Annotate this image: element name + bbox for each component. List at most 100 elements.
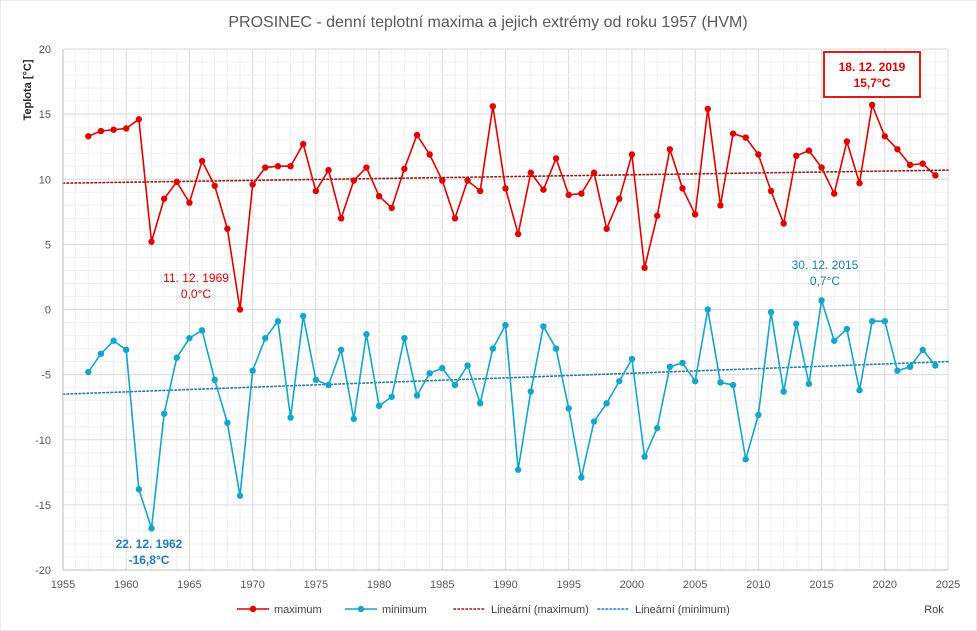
data-point-minimum bbox=[654, 424, 661, 432]
data-point-minimum bbox=[805, 380, 813, 387]
data-point-maximum bbox=[742, 134, 749, 141]
data-point-maximum bbox=[906, 161, 914, 169]
annotation-value: 0,0°C bbox=[181, 287, 211, 301]
data-point-maximum bbox=[691, 211, 699, 218]
data-point-maximum bbox=[628, 151, 636, 158]
data-point-minimum bbox=[565, 405, 572, 412]
data-point-minimum bbox=[793, 320, 800, 328]
trend-lines bbox=[62, 169, 949, 395]
x-tick-label: 1970 bbox=[240, 579, 264, 591]
data-point-minimum bbox=[148, 525, 155, 532]
data-point-minimum bbox=[97, 350, 105, 357]
annotation-max1969: 11. 12. 1969 0,0°C bbox=[163, 271, 229, 301]
data-point-minimum bbox=[350, 415, 357, 423]
data-point-minimum bbox=[489, 345, 497, 352]
data-point-maximum bbox=[186, 199, 193, 206]
y-tick-label: 10 bbox=[39, 174, 51, 186]
data-point-maximum bbox=[224, 225, 231, 232]
data-point-maximum bbox=[160, 195, 168, 202]
series-line-minimum bbox=[87, 299, 936, 530]
legend-item: minimum bbox=[345, 604, 427, 616]
data-point-minimum bbox=[123, 346, 130, 354]
data-point-maximum bbox=[312, 187, 320, 195]
data-point-maximum bbox=[868, 101, 876, 109]
data-point-maximum bbox=[262, 164, 269, 171]
data-point-minimum bbox=[224, 419, 231, 427]
data-point-maximum bbox=[527, 169, 534, 176]
chart-title: PROSINEC - denní teplotní maxima a jejic… bbox=[228, 14, 747, 31]
x-axis-label: Rok bbox=[924, 604, 944, 616]
data-point-minimum bbox=[868, 318, 876, 325]
legend-item: maximum bbox=[237, 604, 322, 616]
data-point-minimum bbox=[325, 381, 332, 389]
data-point-maximum bbox=[894, 146, 901, 153]
y-tick-label: 20 bbox=[39, 44, 51, 56]
data-point-minimum bbox=[514, 466, 522, 473]
data-point-minimum bbox=[679, 359, 686, 367]
data-point-minimum bbox=[856, 387, 863, 394]
data-point-minimum bbox=[831, 337, 838, 344]
data-point-minimum bbox=[742, 456, 749, 463]
data-point-maximum bbox=[767, 187, 775, 195]
data-point-maximum bbox=[856, 179, 863, 187]
y-tick-label: -20 bbox=[35, 565, 51, 577]
data-point-minimum bbox=[135, 486, 143, 493]
data-series bbox=[85, 101, 939, 532]
data-point-maximum bbox=[717, 202, 724, 209]
data-point-maximum bbox=[818, 164, 825, 171]
data-point-minimum bbox=[198, 327, 206, 334]
data-point-minimum bbox=[932, 362, 939, 369]
x-tick-label: 1995 bbox=[556, 579, 580, 591]
data-point-minimum bbox=[464, 362, 471, 369]
data-point-minimum bbox=[691, 377, 699, 385]
data-point-minimum bbox=[919, 346, 926, 354]
grid bbox=[62, 48, 949, 571]
annotation-min2015: 30. 12. 2015 0,7°C bbox=[792, 258, 859, 288]
x-tick-label: 1985 bbox=[430, 579, 454, 591]
legend-label: Lineární (maximum) bbox=[491, 604, 589, 616]
x-tick-label: 2025 bbox=[936, 579, 960, 591]
data-point-minimum bbox=[110, 337, 117, 344]
data-point-maximum bbox=[287, 163, 294, 170]
trend-line-minimum bbox=[62, 360, 949, 395]
data-point-maximum bbox=[805, 147, 813, 154]
data-point-maximum bbox=[578, 190, 585, 197]
data-point-maximum bbox=[540, 186, 547, 193]
legend-marker bbox=[357, 605, 365, 613]
data-point-maximum bbox=[325, 166, 332, 174]
data-point-maximum bbox=[337, 215, 345, 222]
data-point-minimum bbox=[641, 453, 648, 460]
x-tick-label: 2005 bbox=[683, 579, 707, 591]
data-point-maximum bbox=[881, 133, 888, 140]
x-tick-label: 2000 bbox=[620, 579, 644, 591]
annotation-date: 30. 12. 2015 bbox=[792, 258, 859, 272]
y-tick-label: -15 bbox=[35, 500, 51, 512]
data-point-maximum bbox=[123, 125, 130, 132]
legend-item: Lineární (minimum) bbox=[597, 604, 730, 616]
data-point-maximum bbox=[755, 151, 762, 158]
data-point-minimum bbox=[337, 346, 345, 354]
data-point-maximum bbox=[590, 169, 598, 176]
data-point-maximum bbox=[565, 191, 572, 199]
y-tick-label: 15 bbox=[39, 109, 51, 121]
data-point-minimum bbox=[363, 331, 370, 338]
data-point-maximum bbox=[85, 133, 92, 140]
data-point-maximum bbox=[401, 165, 408, 173]
data-point-minimum bbox=[236, 492, 244, 499]
legend-marker bbox=[249, 605, 257, 613]
data-point-maximum bbox=[211, 182, 218, 189]
data-point-maximum bbox=[110, 126, 117, 133]
annotations: 18. 12. 2019 15,7°C 11. 12. 1969 0,0°C 30. 1… bbox=[116, 51, 921, 567]
data-point-minimum bbox=[413, 392, 421, 399]
data-point-maximum bbox=[603, 225, 610, 232]
annotation-box bbox=[823, 51, 921, 98]
data-point-minimum bbox=[160, 410, 168, 417]
data-point-minimum bbox=[906, 363, 914, 371]
data-point-maximum bbox=[135, 116, 143, 123]
data-point-minimum bbox=[881, 318, 888, 325]
data-point-maximum bbox=[831, 190, 838, 197]
data-point-maximum bbox=[148, 238, 155, 245]
data-point-minimum bbox=[578, 474, 585, 481]
